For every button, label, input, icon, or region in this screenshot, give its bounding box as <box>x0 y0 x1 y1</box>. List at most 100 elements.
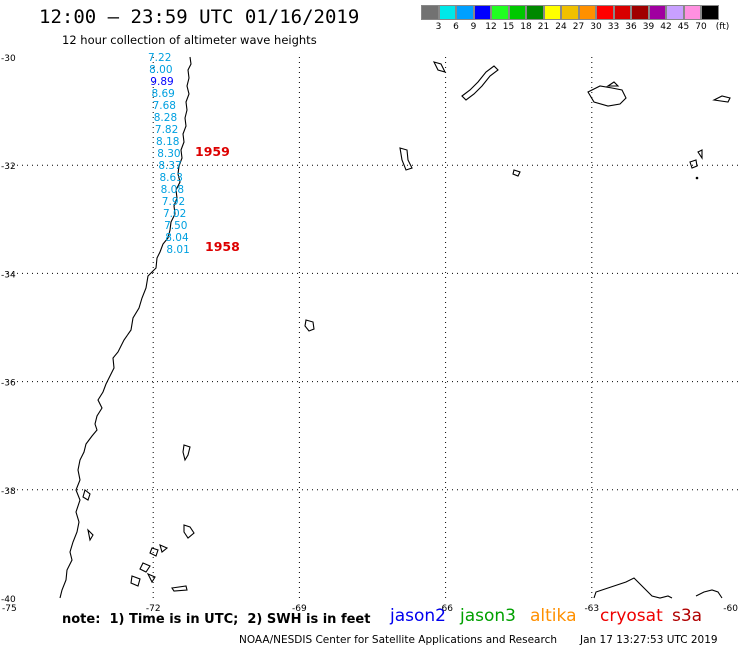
wave-height-reading: 7.82 <box>155 124 178 136</box>
landmass-coast <box>593 577 673 599</box>
axis-labels: -30 -32 -34 -36 -38 -40-75 -72 -69 -66 -63 -60 <box>1 54 738 614</box>
legend-label: 9 <box>470 22 477 32</box>
coastal-island <box>159 544 169 553</box>
wave-height-reading: 7.02 <box>163 208 186 220</box>
legend-label: 15 <box>502 22 515 32</box>
legend-swatch <box>631 5 649 20</box>
coastal-island <box>146 572 156 584</box>
footer-note: note: 1) Time is in UTC; 2) SWH is in fe… <box>62 612 371 627</box>
legend-swatch <box>456 5 474 20</box>
wave-height-reading: 7.68 <box>153 100 176 112</box>
wave-height-reading: 8.08 <box>161 184 184 196</box>
longitude-tick-label: -75 <box>2 604 17 614</box>
legend-swatch <box>543 5 561 20</box>
coastal-island <box>139 562 151 573</box>
legend-label: 39 <box>642 22 655 32</box>
landmass-coast <box>461 65 499 101</box>
offshore-island <box>689 159 698 169</box>
credit-line: NOAA/NESDIS Center for Satellite Applica… <box>239 634 557 646</box>
coastal-island <box>171 585 188 592</box>
wave-height-reading: 8.01 <box>166 244 189 256</box>
offshore-island <box>182 444 191 462</box>
wave-height-reading: 8.37 <box>158 160 181 172</box>
landmass-coast <box>587 85 627 107</box>
legend-label: 36 <box>625 22 637 32</box>
offshore-island <box>183 524 195 539</box>
longitude-tick-label: -60 <box>723 604 738 614</box>
coastal-island <box>130 575 141 587</box>
legend-swatch <box>613 5 631 20</box>
coastlines <box>59 56 731 599</box>
wave-height-reading: 7.50 <box>164 220 187 232</box>
legend-label: 30 <box>590 22 602 32</box>
legend-swatch <box>648 5 666 20</box>
legend-swatch <box>421 5 439 20</box>
coastal-island <box>149 547 159 557</box>
legend-label: 27 <box>572 22 585 32</box>
chile-coastline <box>59 56 192 599</box>
legend-label: 3 <box>435 22 442 32</box>
latitude-tick-label: -32 <box>1 162 16 172</box>
landmass-coast <box>695 589 723 599</box>
legend-swatch <box>438 5 456 20</box>
wave-height-reading: 7.22 <box>148 52 171 64</box>
legend-swatch <box>491 5 509 20</box>
latitude-tick-label: -36 <box>1 379 16 389</box>
legend-swatch <box>578 5 596 20</box>
wave-height-reading: 8.28 <box>154 112 177 124</box>
longitude-tick-label: -69 <box>292 604 307 614</box>
color-scale-labels: 3 6 9 12 15 18 21 24 27 30 33 36 39 42 45 70 (ft) <box>421 22 740 34</box>
coastal-island <box>87 528 94 542</box>
wave-height-reading: 8.18 <box>156 136 179 148</box>
grid-lines <box>7 57 738 598</box>
pass-time-label: 1958 <box>205 239 240 254</box>
wave-height-reading: 8.63 <box>160 172 183 184</box>
latitude-tick-label: -38 <box>1 487 16 497</box>
map-subtitle: 12 hour collection of altimeter wave hei… <box>62 33 317 47</box>
coastal-island <box>82 489 91 501</box>
latitude-tick-label: -40 <box>1 595 16 605</box>
legend-label: 18 <box>520 22 532 32</box>
wave-readings: 7.228.009.898.697.688.287.828.188.308.37… <box>148 52 240 256</box>
legend-unit: (ft) <box>715 22 730 32</box>
wave-height-reading: 7.92 <box>162 196 185 208</box>
wave-height-reading: 8.69 <box>151 88 174 100</box>
pass-time-label: 1959 <box>195 144 230 159</box>
satellite-legend-item: jason3 <box>460 606 516 626</box>
offshore-island <box>695 176 699 180</box>
offshore-island <box>304 319 315 332</box>
longitude-tick-label: -63 <box>584 604 599 614</box>
legend-label: 45 <box>677 22 690 32</box>
legend-swatch <box>701 5 719 20</box>
satellite-legend-item: jason2 <box>390 606 446 626</box>
offshore-island <box>697 149 703 160</box>
offshore-island <box>399 147 413 171</box>
legend-label: 24 <box>555 22 567 32</box>
wave-height-reading: 9.89 <box>150 76 173 88</box>
legend-swatch <box>473 5 491 20</box>
legend-swatch <box>666 5 684 20</box>
offshore-island <box>606 81 620 87</box>
legend-label: 12 <box>485 22 497 32</box>
map-title: 12:00 – 23:59 UTC 01/16/2019 <box>39 6 360 28</box>
offshore-island <box>432 61 447 73</box>
legend-swatch <box>683 5 701 20</box>
legend-swatch <box>561 5 579 20</box>
wave-height-reading: 8.00 <box>149 64 172 76</box>
wave-height-reading: 8.04 <box>165 232 189 244</box>
generation-timestamp: Jan 17 13:27:53 UTC 2019 <box>580 634 718 646</box>
wave-height-reading: 8.30 <box>157 148 180 160</box>
satellite-legend-item: altika <box>530 606 577 626</box>
color-scale-legend <box>421 5 719 20</box>
legend-label: 6 <box>453 22 459 32</box>
legend-swatch <box>596 5 614 20</box>
legend-swatch <box>526 5 544 20</box>
satellite-legend-item: cryosat <box>600 606 663 626</box>
legend-label: 70 <box>695 22 707 32</box>
latitude-tick-label: -34 <box>1 270 16 280</box>
latitude-tick-label: -30 <box>1 54 16 64</box>
offshore-island <box>512 169 521 177</box>
legend-label: 21 <box>537 22 550 32</box>
